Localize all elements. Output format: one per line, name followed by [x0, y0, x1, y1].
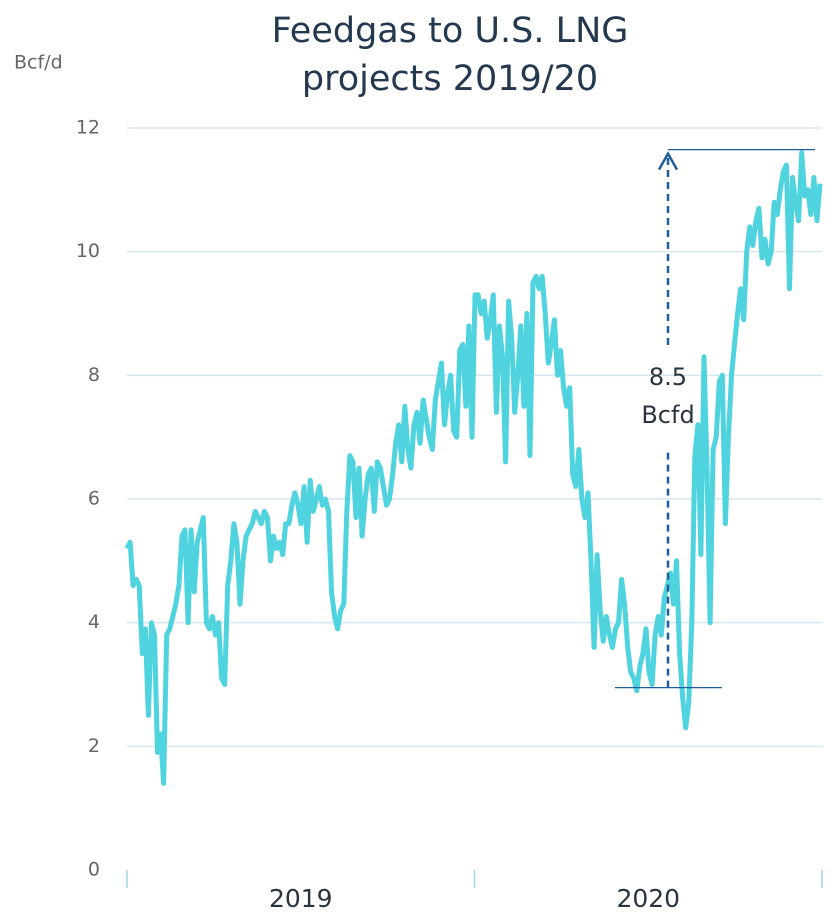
y-axis-label: Bcf/d — [14, 52, 63, 74]
x-tick-label: 2019 — [269, 884, 333, 913]
y-tick-label: 12 — [76, 117, 100, 139]
chart-title: Feedgas to U.S. LNG — [272, 11, 629, 51]
x-tick-label: 2020 — [616, 884, 680, 913]
chart-title: projects 2019/20 — [302, 59, 598, 99]
y-tick-label: 10 — [76, 240, 100, 262]
y-tick-label: 4 — [88, 611, 100, 633]
annotation-text: Bcfd — [641, 401, 694, 429]
y-tick-label: 2 — [88, 735, 100, 757]
y-tick-label: 0 — [88, 859, 100, 881]
annotation-arrowhead — [657, 151, 679, 171]
annotation-text: 8.5 — [649, 363, 687, 391]
y-tick-label: 8 — [88, 364, 100, 386]
y-tick-label: 6 — [88, 488, 100, 510]
data-line — [124, 150, 823, 786]
